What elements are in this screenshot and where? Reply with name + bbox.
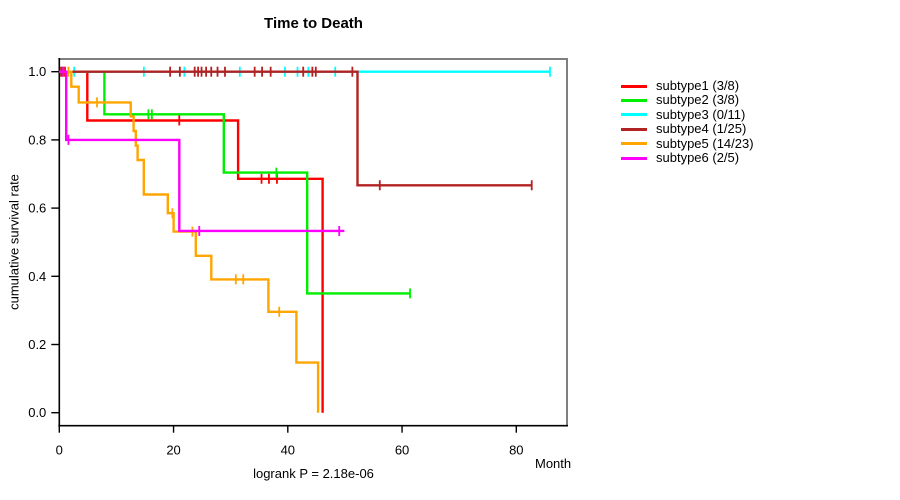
legend-swatch-5 — [621, 142, 647, 146]
legend-swatch-1 — [621, 84, 647, 88]
legend-swatch-4 — [621, 127, 647, 131]
x-tick-label: 80 — [509, 443, 523, 458]
km-curve-6 — [59, 70, 345, 233]
legend-label-2: subtype2 (3/8) — [656, 92, 740, 108]
legend-row-4: subtype4 (1/25) — [621, 121, 754, 137]
km-curve-1 — [59, 70, 324, 413]
y-tick-label: 1.0 — [28, 64, 46, 79]
x-tick-label: 60 — [395, 443, 409, 458]
legend-row-2: subtype2 (3/8) — [621, 92, 754, 108]
km-curve-4 — [59, 70, 532, 187]
x-axis-label: Month — [535, 456, 572, 471]
km-curve-5 — [59, 70, 320, 413]
chart-title: Time to Death — [264, 15, 363, 32]
legend-swatch-3 — [621, 113, 647, 117]
legend-row-1: subtype1 (3/8) — [621, 78, 754, 93]
legend-swatch-6 — [621, 156, 647, 160]
y-tick-label: 0.4 — [28, 269, 46, 284]
legend-label-4: subtype4 (1/25) — [656, 121, 747, 137]
legend-label-1: subtype1 (3/8) — [656, 78, 740, 93]
y-tick-label: 0.8 — [28, 132, 46, 147]
legend-label-5: subtype5 (14/23) — [656, 135, 754, 151]
x-tick-label: 40 — [281, 443, 295, 458]
legend: subtype1 (3/8) subtype2 (3/8) subtype3 (0/… — [621, 78, 754, 165]
legend-row-5: subtype5 (14/23) — [621, 135, 754, 151]
legend-label-6: subtype6 (2/5) — [656, 149, 740, 165]
x-tick-label: 20 — [166, 443, 180, 458]
y-tick-label: 0.0 — [28, 405, 46, 420]
y-tick-label: 0.6 — [28, 201, 46, 216]
legend-swatch-2 — [621, 99, 647, 103]
legend-label-3: subtype3 (0/11) — [656, 106, 746, 122]
km-curve-2 — [59, 70, 410, 295]
logrank-pvalue-text: logrank P = 2.18e-06 — [253, 466, 374, 481]
legend-row-6: subtype6 (2/5) — [621, 149, 754, 165]
x-tick-label: 0 — [56, 443, 63, 458]
legend-row-3: subtype3 (0/11) — [621, 106, 754, 122]
y-tick-label: 0.2 — [28, 337, 46, 352]
